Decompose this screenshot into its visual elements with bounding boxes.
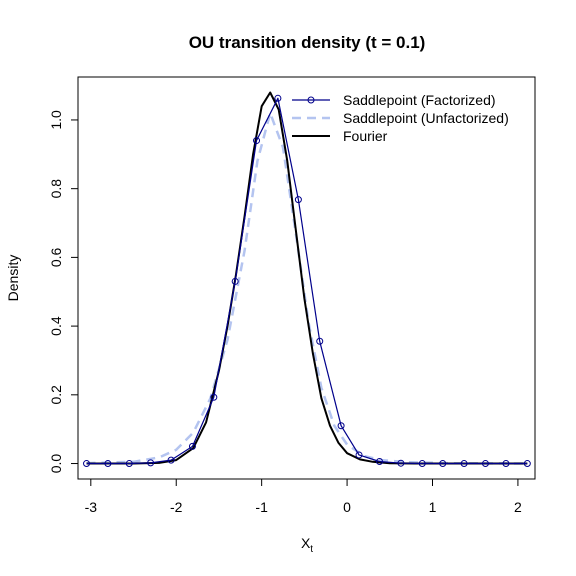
series-layer [83, 91, 531, 468]
y-tick-label: 0.6 [48, 247, 64, 267]
series-point-factorized [294, 196, 302, 204]
y-tick-label: 0.2 [48, 385, 64, 405]
legend-marker-factorized [307, 96, 315, 104]
x-axis-label: Xt [301, 535, 313, 555]
series-point-factorized [104, 460, 112, 468]
series-line-factorized [86, 97, 528, 465]
x-tick-label: 0 [343, 499, 351, 515]
x-axis: -3 -2 -1 0 1 2 [85, 478, 522, 515]
plot-frame [77, 76, 536, 480]
y-tick-label: 0.8 [48, 179, 64, 199]
series-point-factorized [231, 277, 239, 285]
x-tick-label: 1 [429, 499, 437, 515]
series-point-factorized [210, 393, 218, 401]
series-line-unfactorized [86, 111, 528, 465]
series-point-factorized [147, 459, 155, 467]
series-point-factorized [167, 456, 175, 464]
x-tick-label: -3 [85, 499, 98, 515]
series-point-factorized [355, 451, 363, 459]
series-point-factorized [397, 459, 405, 467]
series-point-factorized [83, 460, 91, 468]
y-axis-label: Density [5, 255, 21, 302]
series-point-factorized [502, 460, 510, 468]
legend: Saddlepoint (Factorized) Saddlepoint (Unf… [292, 92, 509, 144]
series-point-factorized [274, 94, 282, 102]
series-point-factorized [316, 337, 324, 345]
y-tick-label: 0.4 [48, 316, 64, 336]
x-tick-label: 2 [514, 499, 522, 515]
series-line-fourier [86, 91, 528, 465]
y-tick-label: 1.0 [48, 110, 64, 130]
y-axis: 0.0 0.2 0.4 0.6 0.8 1.0 [48, 110, 79, 474]
x-tick-label: -2 [170, 499, 183, 515]
series-point-factorized [439, 460, 447, 468]
chart-title: OU transition density (t = 0.1) [189, 33, 426, 52]
legend-label: Fourier [343, 128, 388, 144]
y-tick-label: 0.0 [48, 454, 64, 474]
series-point-factorized [337, 422, 345, 430]
series-point-factorized [125, 460, 133, 468]
series-point-factorized [188, 442, 196, 450]
series-point-factorized [376, 457, 384, 465]
x-tick-label: -1 [255, 499, 268, 515]
series-point-factorized [523, 460, 531, 468]
series-point-factorized [418, 460, 426, 468]
series-point-factorized [253, 137, 261, 145]
series-point-factorized [460, 460, 468, 468]
legend-label: Saddlepoint (Factorized) [343, 92, 496, 108]
series-point-factorized [481, 460, 489, 468]
legend-label: Saddlepoint (Unfactorized) [343, 110, 509, 126]
